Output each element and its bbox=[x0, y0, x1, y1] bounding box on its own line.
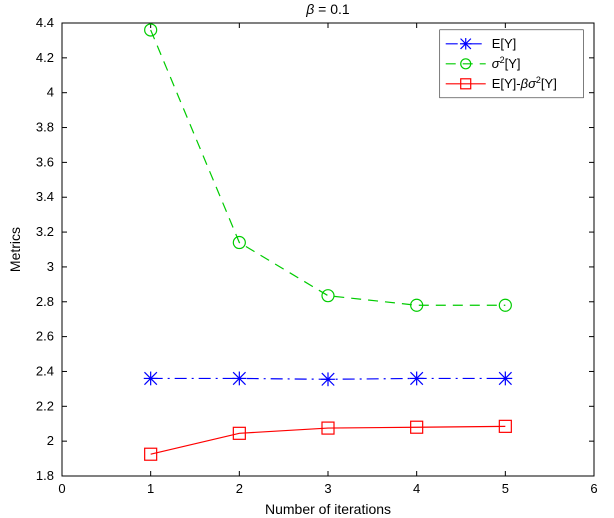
y-tick-label: 3.6 bbox=[36, 154, 54, 169]
y-tick-label: 3.8 bbox=[36, 120, 54, 135]
y-tick-label: 3.4 bbox=[36, 189, 54, 204]
legend-label: E[Y] bbox=[492, 36, 517, 51]
x-tick-label: 6 bbox=[590, 481, 597, 496]
y-tick-label: 4.2 bbox=[36, 50, 54, 65]
y-tick-label: 2 bbox=[47, 433, 54, 448]
y-tick-label: 2.6 bbox=[36, 329, 54, 344]
legend: E[Y] σ2[Y] E[Y]-βσ2[Y] bbox=[440, 30, 584, 98]
legend-label: σ2[Y] bbox=[492, 55, 521, 71]
y-tick-label: 4 bbox=[47, 85, 54, 100]
x-tick-label: 5 bbox=[502, 481, 509, 496]
y-tick-label: 3.2 bbox=[36, 224, 54, 239]
y-axis-label: Metrics bbox=[7, 227, 23, 272]
chart-title: β = 0.1 bbox=[305, 1, 350, 17]
y-tick-label: 1.8 bbox=[36, 468, 54, 483]
y-tick-label: 2.4 bbox=[36, 363, 54, 378]
x-tick-label: 4 bbox=[413, 481, 420, 496]
x-tick-label: 0 bbox=[58, 481, 65, 496]
y-tick-label: 4.4 bbox=[36, 15, 54, 30]
legend-label: E[Y]-βσ2[Y] bbox=[492, 75, 557, 91]
x-tick-label: 1 bbox=[147, 481, 154, 496]
y-tick-label: 3 bbox=[47, 259, 54, 274]
y-tick-label: 2.2 bbox=[36, 398, 54, 413]
x-tick-label: 3 bbox=[324, 481, 331, 496]
x-axis-label: Number of iterations bbox=[265, 501, 391, 517]
y-tick-label: 2.8 bbox=[36, 294, 54, 309]
metrics-line-chart: 0 1 2 3 4 5 6 1.8 2 2.2 2.4 2.6 2.8 3 3.2 3.4 3.6 3.8 4 4.2… bbox=[0, 0, 614, 518]
x-tick-label: 2 bbox=[236, 481, 243, 496]
